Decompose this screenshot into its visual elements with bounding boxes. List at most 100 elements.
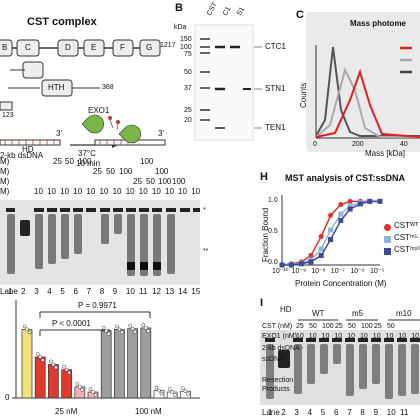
row1-unit: M) <box>0 157 10 166</box>
panel-h-letter: H <box>260 171 268 183</box>
residue-1217: 1217 <box>160 42 176 49</box>
bar-point-5-2 <box>54 365 58 370</box>
mst-plot <box>279 195 383 268</box>
i-cst-0: 25 <box>296 323 304 330</box>
dsdna-label: 2-kb dsDNA <box>0 151 44 160</box>
mst-point-2-9 <box>367 198 373 204</box>
lane-number-5: 5 <box>60 287 65 296</box>
mp-ylabel: Counts <box>299 82 308 108</box>
bar-point-5-1 <box>51 362 56 367</box>
bar-point-12-2 <box>146 329 151 333</box>
i-lane-3: 3 <box>294 408 299 417</box>
residue-368: 368 <box>102 84 114 91</box>
i-exo-label: EXO1 (nM) <box>262 333 298 340</box>
mst-point-0-5 <box>328 212 334 218</box>
row1-100: 100 <box>78 157 92 166</box>
bar-point-4-1 <box>38 355 43 359</box>
row2-25: 25 <box>93 167 102 176</box>
mst-legend-swatch-2 <box>384 248 391 255</box>
i-lane-10: 10 <box>386 408 396 417</box>
domain-c: C <box>25 43 31 52</box>
mst-point-2-6 <box>338 217 344 223</box>
mst-point-1-5 <box>328 227 334 233</box>
row1-50: 50 <box>65 157 74 166</box>
bar-point-12-1 <box>143 326 148 330</box>
cst-complex-title: CST complex <box>27 16 97 28</box>
i-lane-11: 11 <box>400 408 409 417</box>
domain-d: D <box>65 43 71 52</box>
band-stn1: STN1 <box>265 84 286 93</box>
bar-lane-10 <box>114 329 125 399</box>
bar-point-6-2 <box>67 370 71 375</box>
lane-number-1: 1 <box>8 287 13 296</box>
bar-lane-3 <box>21 329 33 399</box>
bar-point-10-1 <box>117 327 122 332</box>
mass-photometry-plot <box>306 12 420 152</box>
bar-point-9-2 <box>106 332 111 336</box>
i-cst-7: 50 <box>387 323 395 330</box>
star-label: * <box>203 207 206 214</box>
panel-i-letter: I <box>260 297 264 309</box>
lane-number-6: 6 <box>73 287 78 296</box>
row2-right: 100 <box>155 167 169 176</box>
row3-50: 50 <box>146 177 155 186</box>
cst-domain-diagram <box>0 39 161 111</box>
bar-point-4-2 <box>40 358 45 362</box>
i-exo-2: 10 <box>321 333 330 340</box>
i-exo-3: 10 <box>334 333 343 340</box>
mst-legend-swatch-1 <box>384 236 391 243</box>
i-lane-2: 2 <box>281 408 286 417</box>
bar-point-3-2 <box>27 330 32 335</box>
i-label-ssdna: ssDNA - <box>262 356 288 363</box>
bar-ytick-0: 0 <box>5 393 10 402</box>
bar-point-13-1 <box>157 388 161 393</box>
bar-point-14-1 <box>170 390 175 394</box>
mst-legend-swatch-0 <box>384 224 391 231</box>
row4-unit: M) <box>0 187 10 196</box>
i-lane-6: 6 <box>334 408 339 417</box>
mst-point-2-2 <box>299 261 305 267</box>
residue-123: 123 <box>2 112 14 119</box>
three-prime-label-2: 3' <box>158 129 164 138</box>
mp-xtick-0: 0 <box>313 141 317 148</box>
bar-point-8-0 <box>88 387 93 391</box>
bar-point-7-0 <box>75 381 80 386</box>
mst-ytick-0: 0.0 <box>268 259 278 266</box>
mst-point-2-1 <box>288 262 294 268</box>
marker-37: 37 <box>184 85 192 92</box>
band-ten1: TEN1 <box>265 123 286 132</box>
lane-number-13: 13 <box>165 287 175 296</box>
i-cst-3: 25 <box>335 323 343 330</box>
lane-label-top: Lane <box>0 287 18 296</box>
bar-point-8-2 <box>93 393 98 397</box>
mst-point-0-3 <box>308 252 314 258</box>
i-lane-1: 1 <box>268 408 273 417</box>
exo1-value-7: 10 <box>86 187 96 196</box>
row3-25: 25 <box>133 177 142 186</box>
hd-label: HD <box>22 145 34 154</box>
lane-number-14: 14 <box>178 287 188 296</box>
bar-lane-5 <box>48 364 59 399</box>
lane-number-8: 8 <box>99 287 105 296</box>
bar-point-13-2 <box>159 391 164 396</box>
domain-g: G <box>146 43 153 52</box>
exo1-value-9: 10 <box>112 187 122 196</box>
i-exo-0: 10 <box>296 333 304 340</box>
bar-point-6-0 <box>62 364 66 369</box>
i-exo-6: 10 <box>372 333 381 340</box>
p-value-1: P = 0.9971 <box>78 301 117 310</box>
mst-xtick-0: 10⁻¹⁰ <box>272 268 289 275</box>
i-exo-5: 10 <box>360 333 368 340</box>
mst-series-1 <box>281 200 380 266</box>
bar-point-10-0 <box>115 324 119 329</box>
i-lane-5: 5 <box>320 408 326 417</box>
mst-point-2-5 <box>328 237 334 243</box>
i-hd-label: HD <box>280 305 292 314</box>
bar-point-5-0 <box>49 359 53 364</box>
lane-number-9: 9 <box>112 287 118 296</box>
i-group-m10: m10 <box>396 309 412 318</box>
bar-point-15-0 <box>181 386 185 391</box>
mst-ytick-05: 0.5 <box>268 228 278 235</box>
mst-title: MST analysis of CST:ssDNA <box>285 173 406 183</box>
mst-legend-2: CSTᵐ¹⁰ <box>394 245 420 254</box>
